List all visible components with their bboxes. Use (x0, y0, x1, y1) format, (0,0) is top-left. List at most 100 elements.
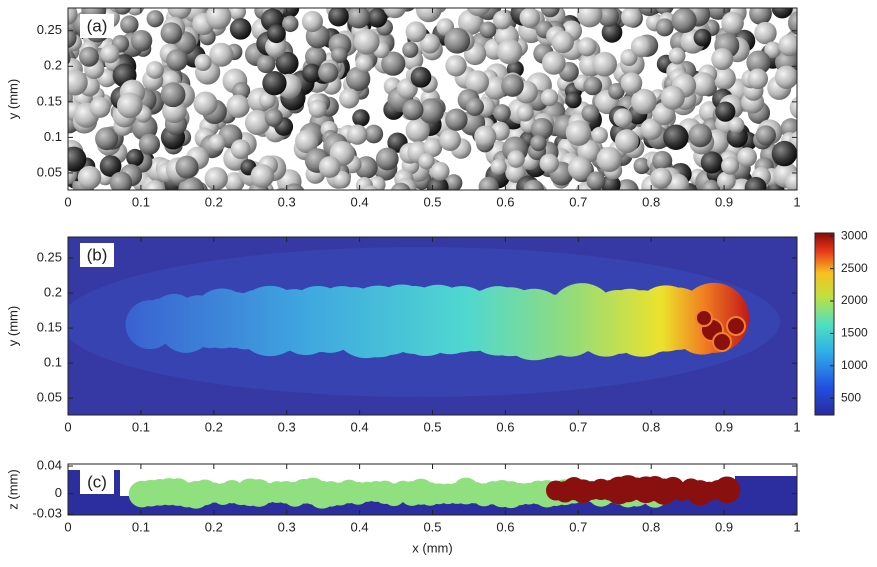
particle (465, 70, 490, 94)
x-tick-label: 0.3 (278, 519, 296, 534)
particle (114, 8, 132, 15)
colorbar-frame (814, 232, 835, 416)
particle (655, 18, 674, 37)
colorbar-tick-label: 1000 (841, 358, 868, 372)
x-tick-label: 0 (64, 194, 71, 209)
particle (301, 10, 323, 32)
particle (418, 153, 435, 170)
x-tick-label: 0 (64, 519, 71, 534)
particle (258, 91, 276, 109)
particle (353, 28, 380, 55)
particle (275, 51, 299, 75)
x-tick-label: 0.3 (278, 194, 296, 209)
particle (430, 161, 450, 181)
melt-pool (679, 282, 749, 353)
particle (613, 108, 633, 128)
y-tick-label: 0.25 (37, 22, 62, 37)
x-tick-label: 0.8 (642, 419, 660, 434)
particle (601, 22, 623, 43)
particle (640, 118, 663, 140)
particle (516, 104, 534, 122)
particle (465, 97, 484, 116)
particle (78, 46, 99, 67)
particle (194, 53, 212, 71)
particle (405, 21, 427, 43)
x-tick-label: 0.8 (642, 519, 660, 534)
hot-particle (726, 316, 746, 336)
particle (490, 158, 507, 175)
particle (308, 99, 327, 118)
particle (144, 180, 166, 190)
particle (347, 8, 371, 29)
x-tick-label: 0.5 (423, 419, 441, 434)
particle (166, 49, 188, 71)
particle (660, 85, 685, 110)
colorbar-tick-label: 1500 (841, 326, 868, 340)
x-tick-label: 0.1 (132, 419, 150, 434)
particle (68, 52, 71, 65)
particle (68, 69, 88, 96)
colorbar-tick-label: 2000 (841, 293, 868, 307)
x-tick-label: 0.7 (569, 519, 587, 534)
particle (138, 133, 161, 155)
particle (302, 63, 322, 83)
temperature-field (68, 237, 797, 415)
particle (492, 10, 512, 30)
particle (226, 94, 250, 118)
particle (466, 8, 491, 17)
particle (126, 148, 144, 167)
y-tick-label: 0 (55, 485, 62, 500)
particle (402, 41, 419, 58)
particle (700, 151, 723, 174)
particle (383, 8, 407, 19)
particle (375, 147, 399, 171)
particle (362, 185, 379, 190)
particle (597, 8, 620, 27)
particle (130, 29, 153, 52)
x-tick-label: 0.5 (423, 519, 441, 534)
particle (126, 8, 144, 16)
particle (390, 182, 411, 190)
particle (507, 150, 525, 168)
particle (474, 125, 497, 148)
particle (551, 30, 574, 54)
particle (328, 8, 349, 27)
particle (576, 8, 603, 28)
particle (364, 124, 384, 144)
particle (381, 51, 406, 76)
particle (355, 176, 373, 190)
particle (318, 156, 341, 178)
y-axis-label: z (mm) (5, 469, 20, 509)
x-axis-label: x (mm) (412, 540, 452, 555)
particle (728, 116, 745, 134)
particle (755, 125, 776, 146)
x-tick-label: 0.7 (569, 194, 587, 209)
particle (712, 66, 736, 90)
x-tick-label: 0.6 (496, 519, 514, 534)
particle (630, 36, 653, 58)
particle (250, 164, 275, 188)
x-tick-label: 0.8 (642, 194, 660, 209)
particle (567, 156, 592, 181)
particle (439, 129, 461, 151)
panel-label-box (80, 243, 114, 267)
particle (68, 146, 87, 172)
particle (778, 34, 797, 57)
particle (592, 51, 617, 77)
panel-label: (c) (87, 472, 107, 491)
particle (345, 66, 371, 92)
hot-particle (712, 332, 732, 352)
x-tick-label: 0.3 (278, 419, 296, 434)
particle (721, 11, 744, 35)
particle (774, 65, 797, 89)
particle (541, 51, 566, 75)
particle (228, 8, 247, 21)
x-tick-label: 0.7 (569, 419, 587, 434)
particle (614, 179, 639, 190)
particle (586, 171, 606, 190)
particle (331, 46, 348, 63)
particle (493, 104, 511, 122)
x-tick-label: 1 (793, 519, 800, 534)
particle (785, 170, 797, 190)
